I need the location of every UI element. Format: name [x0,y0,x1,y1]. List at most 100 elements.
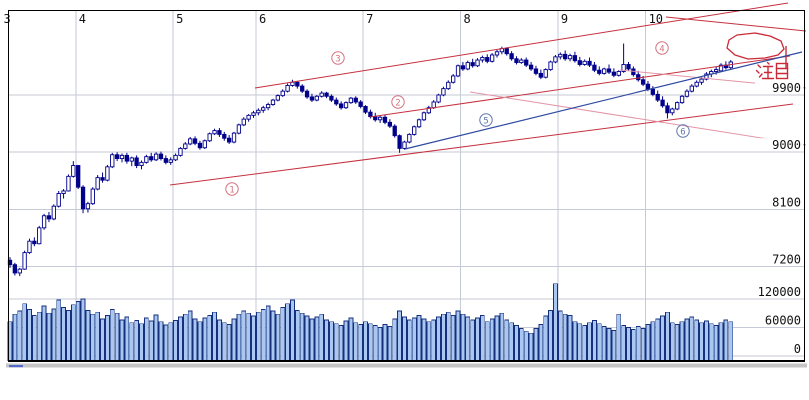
candle-body [197,142,203,149]
candle-body [689,85,694,92]
candle-body [524,59,529,66]
volume-bar [275,313,281,361]
candle-body [76,165,81,188]
candle-body [212,130,217,135]
volume-bar [324,319,329,361]
number-circle [479,113,493,127]
volume-bar [387,326,393,361]
candle-body [124,154,130,162]
candle-body [12,264,18,274]
candle-body [392,125,397,137]
month-label: 5 [176,12,183,26]
candle-body [85,203,91,210]
volume-bar [514,325,519,361]
volume-bar [207,315,213,361]
candle-body [592,64,597,71]
candle-body [368,111,373,118]
volume-bar [119,319,125,361]
volume-bar [431,319,437,361]
circled-number-2: 2 [391,95,405,109]
month-label: 4 [79,12,86,26]
volume-bar [640,328,646,361]
candle-body [714,69,719,72]
volume-bar [523,330,529,361]
candle-body [704,73,709,80]
volume-bar [343,320,349,361]
volume-bar [280,307,286,361]
candle-body [95,177,100,190]
candle-body [226,137,232,143]
volume-bar [294,309,300,361]
volume-bar [105,315,110,361]
candle-body [329,95,334,101]
month-label: 6 [259,12,266,26]
volume-bar [236,313,242,361]
volume-bar [51,308,57,361]
label-mask [755,138,803,152]
volume-bar [669,322,675,361]
kanji-stroke [766,61,770,65]
volume-bar [100,318,105,361]
volume-bar [587,322,592,361]
volume-bar [674,324,680,361]
candle-body [514,58,519,64]
volume-bar [441,313,446,361]
candle-body [71,165,76,177]
candle-body [114,154,120,160]
upper-wedge-line [665,16,807,32]
candle-body [494,51,500,56]
candle-body [334,99,339,105]
candle-body [426,107,431,114]
volume-bar [426,321,432,361]
candle-body [192,138,198,144]
volume-bar [611,329,617,361]
volume-bar [723,319,729,361]
volume-bar [329,321,334,361]
attention-highlight [726,32,789,80]
month-label: 7 [366,12,373,26]
price-tick-label: 9900 [772,81,801,95]
volume-bar [645,324,651,361]
volume-bar [704,320,709,361]
volume-bar [519,328,524,361]
volume-bar [173,319,178,361]
volume-bar [494,315,500,361]
candle-body [251,112,256,116]
attention-text [755,61,789,80]
volume-bar [504,319,510,361]
candle-body [640,79,646,85]
volume-bar [114,312,120,361]
candle-body [660,99,665,107]
volume-bar [217,319,222,361]
volume-bar [134,319,139,361]
volume-bar [56,299,62,361]
number-text: 6 [680,127,685,137]
volume-tick-label: 60000 [765,314,801,328]
volume-bar [377,327,383,361]
volume-bar [601,326,607,361]
candle-body [202,140,207,149]
volume-bar [41,305,47,361]
volume-bar [314,316,320,361]
candle-body [280,90,285,97]
volume-bar [256,311,261,361]
volume-bar [46,312,52,361]
candle-body [577,60,582,65]
volume-bar [212,311,217,361]
label-mask [755,342,803,355]
candle-body [587,60,592,66]
candle-body [275,95,280,101]
kanji-stroke [775,62,789,80]
candle-body [129,157,134,162]
volume-bar [17,310,23,361]
volume-bar [557,310,563,361]
month-label: 8 [464,12,471,26]
candle-body [567,55,573,60]
volume-bar [631,328,636,361]
candle-body [606,68,612,73]
volume-bar [333,323,339,361]
candle-body [32,240,37,245]
circled-number-4: 4 [655,41,669,55]
price-tick-label: 8100 [772,195,801,209]
